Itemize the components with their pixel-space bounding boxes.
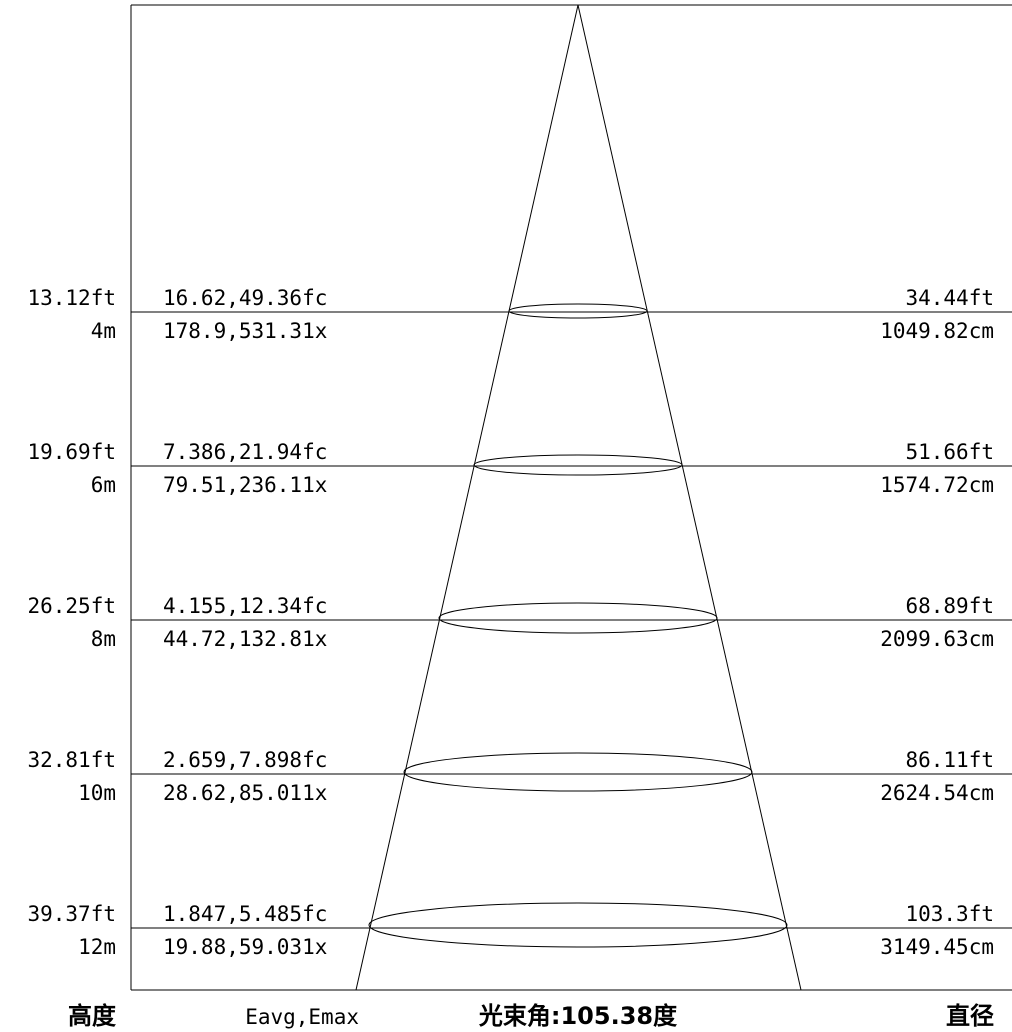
beam-spot-ellipse xyxy=(403,752,753,792)
diameter-ft-label: 68.89ft xyxy=(905,594,994,618)
illuminance-fc-label: 4.155,12.34fc xyxy=(163,594,327,618)
height-m-label: 10m xyxy=(78,781,116,805)
height-column-label: 高度 xyxy=(68,1002,117,1030)
diameter-cm-label: 2099.63cm xyxy=(880,627,994,651)
beam-spot-ellipse xyxy=(473,454,683,476)
illuminance-fc-label: 7.386,21.94fc xyxy=(163,440,327,464)
diameter-cm-label: 1049.82cm xyxy=(880,319,994,343)
illuminance-lx-label: 28.62,85.011x xyxy=(163,781,327,805)
height-ft-label: 32.81ft xyxy=(27,748,116,772)
illuminance-lx-label: 178.9,531.31x xyxy=(163,319,327,343)
distance-row: 19.69ft 6m 7.386,21.94fc 79.51,236.11x 5… xyxy=(27,440,1012,497)
distance-row: 39.37ft 12m 1.847,5.485fc 19.88,59.031x … xyxy=(27,902,1012,959)
diameter-ft-label: 51.66ft xyxy=(905,440,994,464)
diameter-ft-label: 86.11ft xyxy=(905,748,994,772)
illuminance-column-label: Eavg,Emax xyxy=(245,1005,359,1029)
height-ft-label: 26.25ft xyxy=(27,594,116,618)
illuminance-lx-label: 79.51,236.11x xyxy=(163,473,327,497)
beam-edge-right xyxy=(577,4,802,991)
illuminance-lx-label: 19.88,59.031x xyxy=(163,935,327,959)
beam-spot-ellipse xyxy=(438,602,718,634)
illuminance-fc-label: 16.62,49.36fc xyxy=(163,286,327,310)
beam-spot-ellipse xyxy=(508,303,648,319)
illuminance-fc-label: 2.659,7.898fc xyxy=(163,748,327,772)
illuminance-fc-label: 1.847,5.485fc xyxy=(163,902,327,926)
beam-spot-ellipse xyxy=(368,902,788,948)
diameter-ft-label: 103.3ft xyxy=(905,902,994,926)
illuminance-lx-label: 44.72,132.81x xyxy=(163,627,327,651)
distance-row: 13.12ft 4m 16.62,49.36fc 178.9,531.31x 3… xyxy=(27,286,1012,343)
height-ft-label: 19.69ft xyxy=(27,440,116,464)
diameter-cm-label: 1574.72cm xyxy=(880,473,994,497)
height-m-label: 8m xyxy=(91,627,116,651)
beam-edge-left xyxy=(355,4,579,991)
diameter-cm-label: 3149.45cm xyxy=(880,935,994,959)
beam-angle-label: 光束角:105.38度 xyxy=(478,1002,678,1030)
diameter-cm-label: 2624.54cm xyxy=(880,781,994,805)
height-m-label: 4m xyxy=(91,319,116,343)
height-ft-label: 39.37ft xyxy=(27,902,116,926)
height-m-label: 12m xyxy=(78,935,116,959)
height-m-label: 6m xyxy=(91,473,116,497)
height-ft-label: 13.12ft xyxy=(27,286,116,310)
diameter-ft-label: 34.44ft xyxy=(905,286,994,310)
distance-row: 26.25ft 8m 4.155,12.34fc 44.72,132.81x 6… xyxy=(27,594,1012,651)
diameter-column-label: 直径 xyxy=(946,1002,994,1030)
distance-row: 32.81ft 10m 2.659,7.898fc 28.62,85.011x … xyxy=(27,748,1012,805)
